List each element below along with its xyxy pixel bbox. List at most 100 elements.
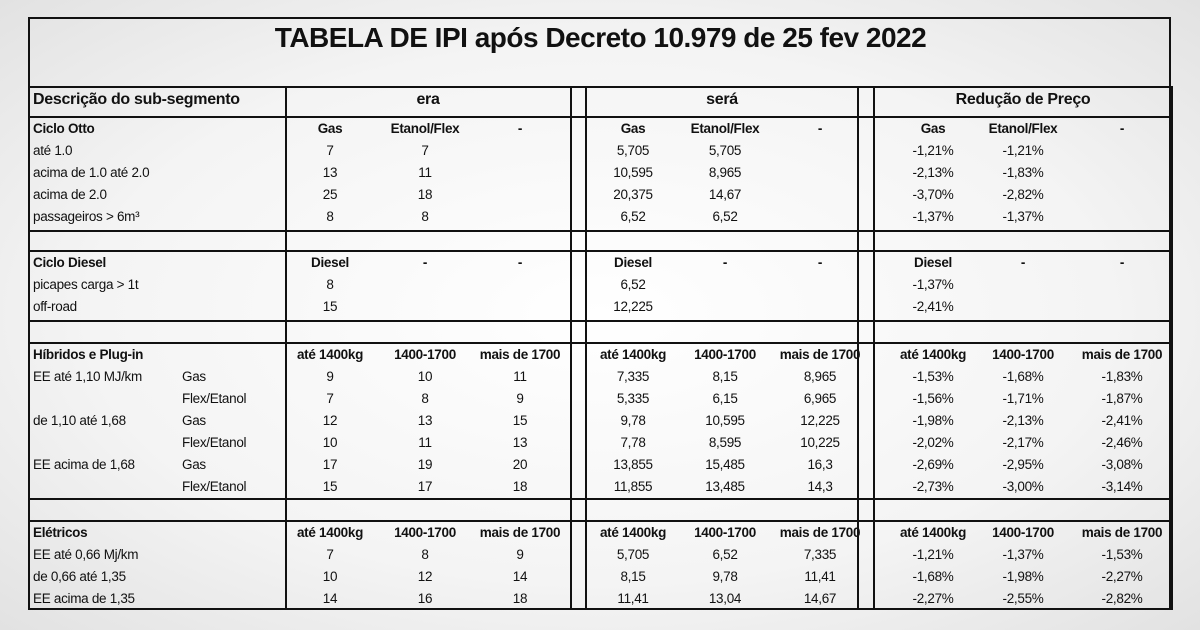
- row-label: picapes carga > 1t: [33, 277, 139, 292]
- header-reducao: Redução de Preço: [955, 91, 1091, 108]
- cell-sera: 9,78: [712, 569, 738, 584]
- cell-reducao: -2,17%: [1002, 435, 1044, 450]
- cell-reducao: -2,41%: [912, 299, 954, 314]
- cell-sera: 5,705: [616, 547, 650, 562]
- cell-reducao: -1,68%: [912, 569, 954, 584]
- cell-reducao: -2,73%: [912, 479, 954, 494]
- cell-era: 13: [417, 413, 433, 428]
- cell-sera: 6,15: [712, 391, 738, 406]
- cell-era: 9: [516, 547, 524, 562]
- row-fuel-label: Flex/Etanol: [182, 391, 247, 406]
- cell-sera: 6,52: [712, 209, 738, 224]
- cell-reducao: -3,08%: [1101, 457, 1143, 472]
- column-header: mais de 1700: [779, 347, 861, 362]
- cell-sera: 7,335: [616, 369, 650, 384]
- cell-era: 14: [322, 591, 338, 606]
- cell-sera: 11,41: [617, 591, 649, 606]
- cell-sera: 7,335: [803, 547, 837, 562]
- cell-sera: 8,965: [803, 369, 837, 384]
- cell-sera: 7,78: [620, 435, 646, 450]
- spacer-cell: [873, 230, 1173, 252]
- column-header: Gas: [920, 121, 946, 136]
- column-header: mais de 1700: [479, 347, 561, 362]
- cell-reducao: -2,27%: [912, 591, 954, 606]
- row-fuel-label: Flex/Etanol: [182, 435, 247, 450]
- column-header: até 1400kg: [296, 347, 364, 362]
- column-header: 1400-1700: [394, 525, 456, 540]
- cell-reducao: -3,00%: [1002, 479, 1044, 494]
- column-header: 1400-1700: [694, 525, 756, 540]
- cell-era: 15: [322, 299, 338, 314]
- cell-era: 15: [322, 479, 338, 494]
- cell-sera: 10,595: [613, 165, 653, 180]
- row-fuel-label: Gas: [182, 413, 206, 428]
- cell-reducao: -2,27%: [1101, 569, 1143, 584]
- cell-sera: 6,52: [620, 277, 646, 292]
- spacer-cell: [28, 320, 287, 344]
- column-header: Diesel: [914, 255, 952, 270]
- cell-reducao: -1,87%: [1101, 391, 1143, 406]
- cell-era: 8: [421, 209, 429, 224]
- page-title: TABELA DE IPI após Decreto 10.979 de 25 …: [274, 22, 927, 53]
- cell-era: 15: [512, 413, 528, 428]
- cell-sera: 13,04: [708, 591, 742, 606]
- cell-sera: 8,15: [712, 369, 738, 384]
- column-header: -: [1020, 255, 1026, 270]
- column-header: 1400-1700: [992, 347, 1054, 362]
- spacer-cell: [585, 498, 859, 522]
- column-header: até 1400kg: [899, 347, 967, 362]
- column-header: até 1400kg: [899, 525, 967, 540]
- cell-reducao: -2,55%: [1002, 591, 1044, 606]
- cell-sera: 6,52: [620, 209, 646, 224]
- row-fuel-label: Flex/Etanol: [182, 479, 247, 494]
- cell-reducao: -2,13%: [912, 165, 954, 180]
- cell-era: 9: [516, 391, 524, 406]
- column-header: Etanol/Flex: [988, 121, 1058, 136]
- cell-sera: 5,705: [616, 143, 650, 158]
- cell-sera: 10,595: [705, 413, 745, 428]
- section-cell: [873, 342, 1173, 500]
- cell-sera: 12,225: [800, 413, 840, 428]
- cell-sera: 5,335: [616, 391, 650, 406]
- column-header: mais de 1700: [779, 525, 861, 540]
- cell-reducao: -1,56%: [912, 391, 954, 406]
- column-header: Etanol/Flex: [690, 121, 760, 136]
- cell-reducao: -1,83%: [1101, 369, 1143, 384]
- cell-sera: 9,78: [620, 413, 646, 428]
- cell-sera: 14,67: [708, 187, 742, 202]
- cell-era: 13: [322, 165, 338, 180]
- column-header: mais de 1700: [1081, 525, 1163, 540]
- row-label: acima de 1.0 até 2.0: [33, 165, 150, 180]
- cell-reducao: -1,21%: [1002, 143, 1044, 158]
- cell-era: 10: [322, 569, 338, 584]
- cell-reducao: -1,37%: [1002, 547, 1044, 562]
- cell-sera: 15,485: [705, 457, 745, 472]
- cell-era: 20: [512, 457, 528, 472]
- cell-era: 18: [417, 187, 433, 202]
- cell-era: 11: [513, 369, 527, 384]
- cell-reducao: -2,41%: [1101, 413, 1143, 428]
- cell-reducao: -2,02%: [912, 435, 954, 450]
- cell-reducao: -1,21%: [912, 547, 954, 562]
- cell-era: 12: [322, 413, 338, 428]
- cell-sera: 5,705: [708, 143, 742, 158]
- spacer-cell: [285, 498, 572, 522]
- cell-era: 11: [418, 435, 432, 450]
- cell-reducao: -1,37%: [912, 209, 954, 224]
- column-header: Diesel: [311, 255, 349, 270]
- cell-era: 11: [418, 165, 432, 180]
- cell-reducao: -1,68%: [1002, 369, 1044, 384]
- spacer-cell: [285, 230, 572, 252]
- cell-sera: 11,855: [613, 479, 653, 494]
- cell-reducao: -2,82%: [1101, 591, 1143, 606]
- section-title: Híbridos e Plug-in: [33, 347, 144, 362]
- cell-sera: 13,485: [705, 479, 745, 494]
- row-label: de 0,66 até 1,35: [33, 569, 126, 584]
- column-header: Gas: [620, 121, 646, 136]
- row-fuel-label: Gas: [182, 369, 206, 384]
- cell-sera: 6,52: [712, 547, 738, 562]
- cell-reducao: -2,82%: [1002, 187, 1044, 202]
- cell-era: 16: [417, 591, 433, 606]
- row-fuel-label: Gas: [182, 457, 206, 472]
- cell-reducao: -1,37%: [1002, 209, 1044, 224]
